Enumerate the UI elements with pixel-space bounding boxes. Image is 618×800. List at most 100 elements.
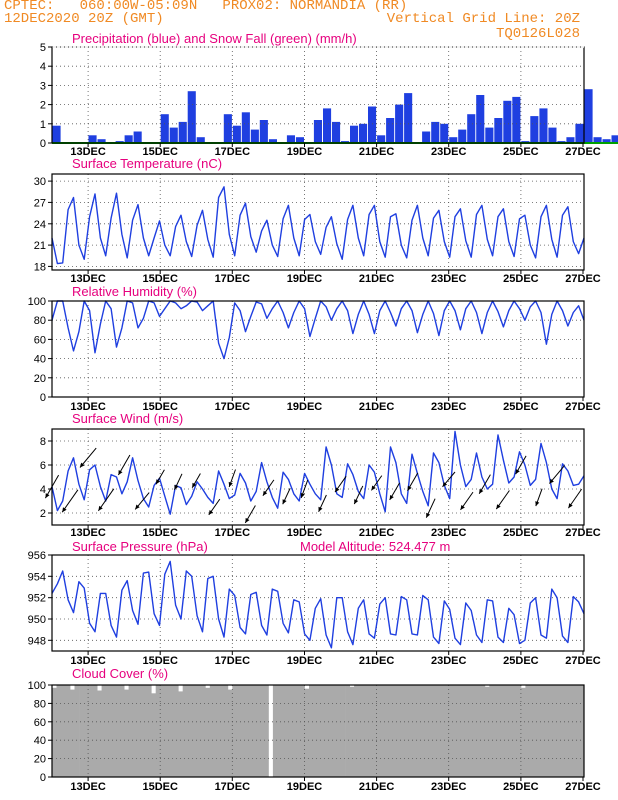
panel0-precip-bar [359,123,368,143]
header-model-code: TQ0126L028 [495,26,580,42]
panel0-precip-bar [575,123,584,143]
panel5-cloud-bar [426,685,432,777]
panel5-cloud-bar [92,685,98,777]
panel0-precip-bar [97,139,106,143]
panel1-xtick-label: 27DEC [565,273,601,285]
panel1-ytick-label: 30 [34,176,46,188]
panel5-cloud-bar [106,685,111,777]
panel3-wind-arrowhead [118,470,123,475]
panel5-cloud-bar [547,685,553,777]
panel3-wind-arrowhead [156,479,161,485]
panel3-wind-arrowhead [549,478,554,484]
panel5-cloud-bar [385,685,391,777]
panel1-title: Surface Temperature (nC) [72,156,222,171]
panel5-cloud-bar [444,685,450,777]
panel0-xtick-label: 19DEC [287,146,323,158]
panel2-xtick-label: 15DEC [142,401,178,413]
panel4-ytick-label: 954 [28,571,46,583]
panel4-line [51,560,585,649]
panel2-xtick-label: 25DEC [503,401,539,413]
panel5-cloud-bar [390,685,395,777]
panel5-cloud-bar [272,685,278,777]
panel5-cloud-bar [65,685,71,777]
panel3-frame [51,428,585,526]
panel5-ytick-label: 60 [34,717,46,729]
panel0-precip-bar [476,95,485,143]
panel5-cloud-bar [151,693,157,777]
panel0-precip-bar [313,120,322,143]
panel5-ytick-label: 80 [34,698,46,710]
panel5-cloud-bar [61,685,66,777]
panel5-cloud-bar [191,685,197,777]
panel5-cloud-bar [354,685,359,777]
panel3-xtick-label: 25DEC [503,527,539,539]
panel4-xtick-label: 13DEC [70,655,106,667]
panel0-xtick-label: 21DEC [359,146,395,158]
panel5-cloud-bar [124,689,129,777]
panel2-xtick-label: 23DEC [431,401,467,413]
panel5-cloud-bar [295,685,301,777]
panel5-cloud-bar [394,685,400,777]
panel0-precip-bar [368,106,377,143]
panel5-cloud-bar [439,685,445,777]
panel5-xtick-label: 27DEC [565,781,601,793]
panel1-ytick-label: 18 [34,261,46,273]
panel3-xtick-label: 23DEC [431,527,467,539]
panel5-cloud-bar [489,685,495,777]
panel4-ytick-label: 948 [28,635,46,647]
panel5-cloud-bar [79,685,84,777]
panel5-cloud-bar [475,685,481,777]
panel1-xtick-label: 13DEC [70,273,106,285]
panel5-cloud-bar [570,685,576,777]
panel5-cloud-bar [516,685,522,777]
panel5-xtick-label: 21DEC [359,781,395,793]
panel5-cloud-bar [277,685,283,777]
panel0-precip-bar [169,127,178,143]
panel3-ytick-label: 4 [40,484,46,496]
panel5-cloud-bar [543,685,549,777]
panel0-precip-bar [386,118,395,143]
panel0-precip-bar [124,135,133,143]
panel0-xtick-label: 15DEC [142,146,178,158]
panel0-precip-bar [584,89,593,143]
panel0-xtick-label: 25DEC [503,146,539,158]
panel5-cloud-bar [453,685,459,777]
panel5-cloud-bar [408,685,414,777]
panel4-frame [51,554,585,652]
panel2-xtick-label: 21DEC [359,401,395,413]
panel2-ytick-label: 60 [34,334,46,346]
panel5-cloud-bar [142,685,148,777]
panel0-precip-bar [377,135,386,143]
panel5-ytick-label: 40 [34,735,46,747]
panel5-cloud-bar [173,685,179,777]
panel5-cloud-bar [381,685,386,777]
panel5-cloud-bar [457,685,463,777]
panel2-line [51,300,585,360]
panel5-cloud-bar [313,685,319,777]
panel3-title: Surface Wind (m/s) [72,411,183,426]
panel5-cloud-bar [200,685,206,777]
panel0-ytick-label: 1 [40,119,46,131]
panel5-cloud-bar [466,685,472,777]
panel5-cloud-bar [322,685,328,777]
panel5-cloud-bar [525,685,531,777]
panel5-cloud-bar [160,685,166,777]
panel2-ytick-label: 0 [40,392,46,404]
panel0-precip-bar [241,112,250,143]
panel1-xtick-label: 19DEC [287,273,323,285]
panel1-xtick-label: 21DEC [359,273,395,285]
panel0-precip-bar [422,131,431,143]
panel5-cloud-bar [241,685,247,777]
panel5-cloud-bar [484,686,490,777]
panel1-ytick-label: 24 [34,219,46,231]
panel5-cloud-bar [552,685,558,777]
panel5-cloud-bar [214,685,220,777]
panel4-xtick-label: 19DEC [287,655,323,667]
panel5-cloud-bar [236,685,242,777]
panel3-wind-arrowhead [228,481,233,487]
panel5-cloud-bar [250,685,256,777]
panel5-cloud-bar [480,685,486,777]
panel5-cloud-bar [575,685,580,777]
panel3-wind-arrowhead [282,499,287,505]
panel5-cloud-bar [169,685,175,777]
